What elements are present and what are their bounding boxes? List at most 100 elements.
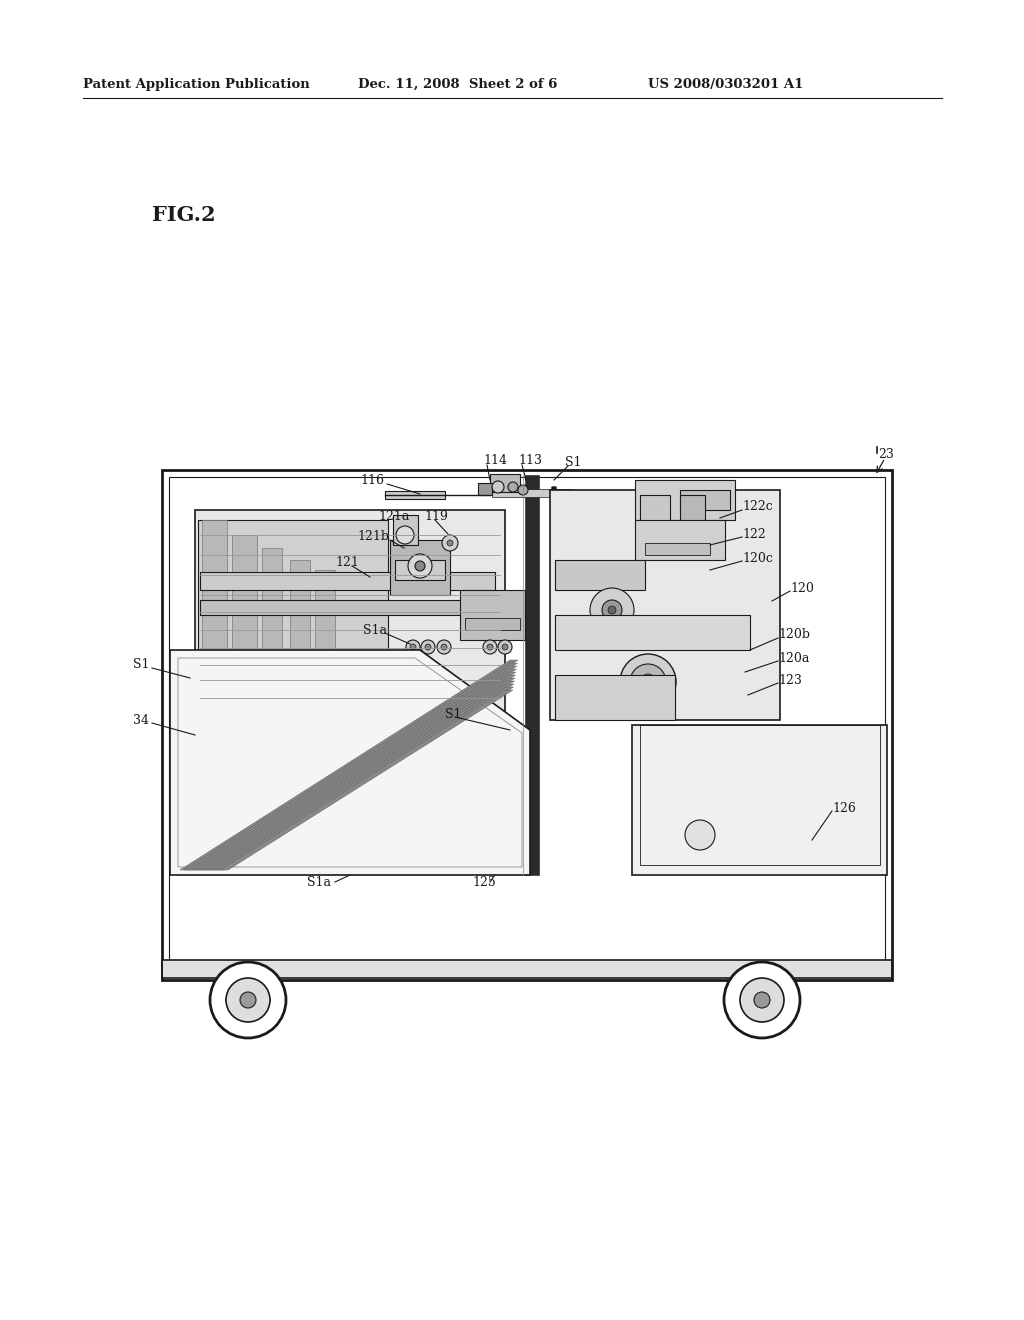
Text: 116: 116 — [360, 474, 384, 487]
Polygon shape — [188, 667, 517, 870]
Bar — [162, 960, 892, 978]
Bar — [680, 490, 730, 510]
Bar — [202, 520, 227, 700]
Text: Dec. 11, 2008  Sheet 2 of 6: Dec. 11, 2008 Sheet 2 of 6 — [358, 78, 557, 91]
Circle shape — [640, 675, 656, 690]
Bar — [555, 615, 750, 649]
Circle shape — [442, 535, 458, 550]
Circle shape — [690, 742, 706, 758]
Circle shape — [437, 640, 451, 653]
Polygon shape — [216, 686, 513, 870]
FancyArrow shape — [551, 487, 557, 496]
Bar — [460, 590, 525, 640]
Polygon shape — [180, 660, 518, 870]
Text: S1a: S1a — [362, 623, 387, 636]
Circle shape — [396, 525, 414, 544]
Bar — [525, 475, 539, 875]
Polygon shape — [212, 684, 514, 870]
Circle shape — [410, 644, 416, 649]
Circle shape — [421, 640, 435, 653]
Bar — [385, 491, 445, 499]
Circle shape — [425, 644, 431, 649]
Circle shape — [498, 640, 512, 653]
Bar — [492, 488, 572, 498]
Circle shape — [518, 484, 528, 495]
Text: 120c: 120c — [742, 552, 773, 565]
Bar — [635, 480, 735, 520]
Circle shape — [630, 664, 666, 700]
Polygon shape — [196, 672, 516, 870]
Bar — [195, 510, 505, 715]
Bar — [395, 560, 445, 579]
Text: Patent Application Publication: Patent Application Publication — [83, 78, 309, 91]
Bar — [393, 515, 418, 545]
Circle shape — [602, 601, 622, 620]
Text: 23: 23 — [878, 449, 894, 462]
Circle shape — [483, 640, 497, 653]
Circle shape — [415, 561, 425, 572]
Text: 121a: 121a — [378, 510, 410, 523]
Text: 34: 34 — [133, 714, 150, 726]
Circle shape — [492, 480, 504, 492]
Text: 121b: 121b — [357, 531, 389, 544]
Bar — [169, 477, 885, 973]
Text: 120b: 120b — [778, 628, 810, 642]
Bar — [200, 572, 495, 590]
Bar — [640, 725, 880, 865]
Circle shape — [754, 993, 770, 1008]
Circle shape — [502, 644, 508, 649]
Polygon shape — [204, 678, 515, 870]
Text: 119: 119 — [424, 510, 447, 523]
Bar — [465, 618, 520, 630]
Circle shape — [487, 644, 493, 649]
Circle shape — [620, 653, 676, 710]
Text: 125: 125 — [472, 875, 496, 888]
Text: 113: 113 — [518, 454, 542, 467]
Circle shape — [226, 978, 270, 1022]
Bar — [198, 520, 388, 700]
Bar — [390, 540, 450, 595]
Circle shape — [740, 978, 784, 1022]
Circle shape — [240, 993, 256, 1008]
Bar — [555, 675, 675, 719]
Text: FIG.2: FIG.2 — [152, 205, 216, 224]
Circle shape — [685, 820, 715, 850]
Bar — [555, 560, 645, 590]
Text: S1: S1 — [133, 659, 150, 672]
Polygon shape — [170, 649, 530, 875]
Bar — [200, 601, 495, 615]
Bar — [640, 495, 670, 525]
Text: 122c: 122c — [742, 500, 773, 513]
Bar — [635, 520, 725, 560]
Circle shape — [680, 733, 716, 768]
Bar — [645, 543, 710, 554]
Circle shape — [608, 606, 616, 614]
Text: 114: 114 — [483, 454, 507, 467]
Circle shape — [447, 540, 453, 546]
Bar — [632, 725, 887, 875]
Circle shape — [441, 644, 447, 649]
Circle shape — [406, 640, 420, 653]
Circle shape — [508, 482, 518, 492]
Text: S1a: S1a — [307, 875, 331, 888]
Text: 126: 126 — [831, 801, 856, 814]
Bar — [478, 483, 492, 495]
Text: 123: 123 — [778, 673, 802, 686]
Bar — [490, 474, 520, 492]
Polygon shape — [220, 690, 513, 870]
Text: 120a: 120a — [778, 652, 809, 664]
Polygon shape — [200, 675, 515, 870]
Bar — [290, 560, 310, 700]
Bar — [262, 548, 282, 700]
Circle shape — [408, 554, 432, 578]
Text: S1: S1 — [565, 455, 582, 469]
Bar — [550, 490, 780, 719]
Bar — [680, 495, 705, 525]
Circle shape — [590, 587, 634, 632]
Circle shape — [724, 962, 800, 1038]
Polygon shape — [193, 669, 516, 870]
Polygon shape — [184, 663, 517, 870]
Polygon shape — [208, 681, 514, 870]
Bar — [315, 570, 335, 700]
Circle shape — [210, 962, 286, 1038]
